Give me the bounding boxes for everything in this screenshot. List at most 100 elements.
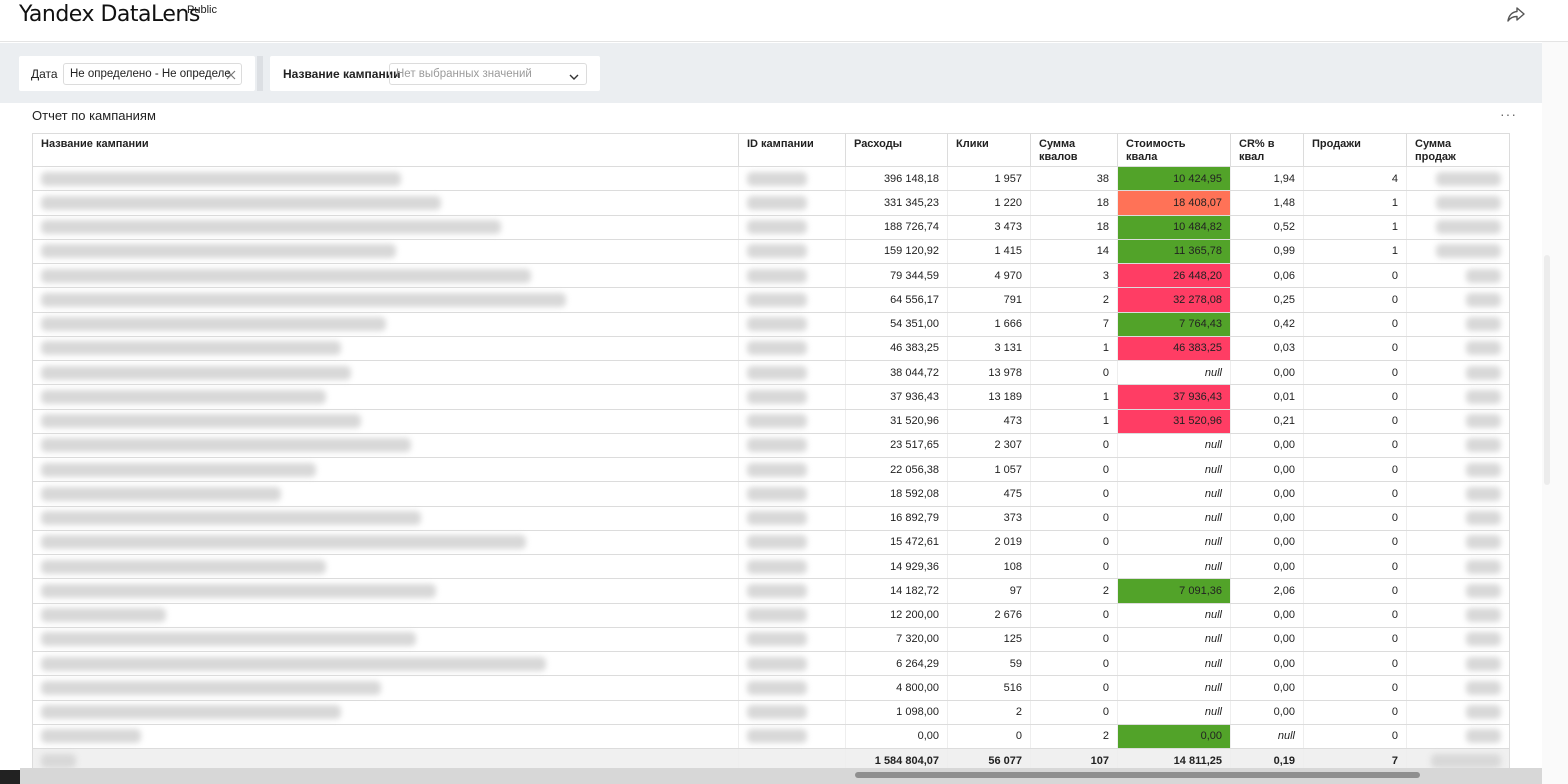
table-row[interactable]: 64 556,17 791 2 32 278,08 0,25 0 (32, 287, 1510, 313)
cell-sales: 0 (1303, 700, 1407, 725)
col-header-cr[interactable]: CR% в квал (1230, 133, 1304, 167)
cell-spend: 38 044,72 (845, 360, 948, 386)
cell-clicks: 1 957 (947, 166, 1031, 192)
redacted-text (1436, 244, 1501, 259)
cell-sales: 0 (1303, 530, 1407, 556)
table-row[interactable]: 31 520,96 473 1 31 520,96 0,21 0 (32, 409, 1510, 434)
horizontal-scrollbar-thumb[interactable] (855, 772, 1420, 778)
campaign-filter: Название кампании Нет выбранных значений (270, 56, 600, 91)
col-header-cost-per-qual[interactable]: Стоимость квала (1117, 133, 1231, 167)
col-header-sales-sum[interactable]: Сумма продаж (1406, 133, 1510, 167)
redacted-text (41, 535, 526, 550)
cell-sales-sum (1406, 578, 1510, 604)
cell-clicks: 97 (947, 578, 1031, 604)
widget-menu-icon[interactable]: ··· (1500, 106, 1517, 122)
redacted-text (747, 583, 807, 598)
table-row[interactable]: 7 320,00 125 0 null 0,00 0 (32, 627, 1510, 653)
table-row[interactable]: 23 517,65 2 307 0 null 0,00 0 (32, 433, 1510, 459)
redacted-text (41, 632, 416, 647)
cell-quals: 1 (1030, 336, 1118, 362)
table-row[interactable]: 331 345,23 1 220 18 18 408,07 1,48 1 (32, 190, 1510, 216)
col-header-campaign-name[interactable]: Название кампании (32, 133, 739, 167)
table-row[interactable]: 54 351,00 1 666 7 7 764,43 0,42 0 (32, 312, 1510, 337)
cell-cost-per-qual: 7 091,36 (1117, 578, 1231, 604)
redacted-text (41, 220, 501, 235)
app-logo[interactable]: Yandex DataLens (19, 2, 200, 27)
cell-campaign-id (738, 724, 846, 750)
cell-spend: 1 098,00 (845, 700, 948, 725)
col-header-clicks[interactable]: Клики (947, 133, 1031, 167)
redacted-text (747, 220, 807, 235)
date-range-input[interactable]: Не определено - Не определе (63, 63, 242, 85)
cell-cost-per-qual: 31 520,96 (1117, 409, 1231, 434)
cell-sales-sum (1406, 409, 1510, 434)
cell-quals: 0 (1030, 651, 1118, 677)
cell-clicks: 2 (947, 700, 1031, 725)
cell-cost-per-qual: 26 448,20 (1117, 263, 1231, 289)
table-row[interactable]: 38 044,72 13 978 0 null 0,00 0 (32, 360, 1510, 386)
cell-sales: 1 (1303, 190, 1407, 216)
table-row[interactable]: 18 592,08 475 0 null 0,00 0 (32, 481, 1510, 507)
cell-sales-sum (1406, 384, 1510, 410)
cell-cost-per-qual: 32 278,08 (1117, 287, 1231, 313)
table-row[interactable]: 188 726,74 3 473 18 10 484,82 0,52 1 (32, 215, 1510, 240)
clear-date-icon[interactable] (225, 68, 237, 80)
table-row[interactable]: 6 264,29 59 0 null 0,00 0 (32, 651, 1510, 677)
cell-cost-per-qual: null (1117, 530, 1231, 556)
vertical-scrollbar[interactable] (1544, 255, 1550, 485)
cell-sales-sum (1406, 651, 1510, 677)
table-row[interactable]: 1 098,00 2 0 null 0,00 0 (32, 700, 1510, 725)
redacted-text (1466, 511, 1501, 526)
table-row[interactable]: 16 892,79 373 0 null 0,00 0 (32, 506, 1510, 531)
table-row[interactable]: 37 936,43 13 189 1 37 936,43 0,01 0 (32, 384, 1510, 410)
col-header-sales[interactable]: Продажи (1303, 133, 1407, 167)
col-header-quals[interactable]: Сумма квалов (1030, 133, 1118, 167)
cell-cr: 0,00 (1230, 530, 1304, 556)
table-row[interactable]: 396 148,18 1 957 38 10 424,95 1,94 4 (32, 166, 1510, 192)
redacted-text (41, 438, 411, 453)
cell-spend: 54 351,00 (845, 312, 948, 337)
cell-spend: 16 892,79 (845, 506, 948, 531)
table-row[interactable]: 22 056,38 1 057 0 null 0,00 0 (32, 457, 1510, 483)
redacted-text (1466, 583, 1501, 598)
cell-campaign-id (738, 360, 846, 386)
cell-clicks: 373 (947, 506, 1031, 531)
table-row[interactable]: 12 200,00 2 676 0 null 0,00 0 (32, 603, 1510, 628)
share-icon[interactable] (1505, 4, 1527, 24)
redacted-text (747, 559, 807, 574)
cell-cost-per-qual: null (1117, 481, 1231, 507)
cell-cr: 0,03 (1230, 336, 1304, 362)
cell-sales: 0 (1303, 724, 1407, 750)
cell-sales: 0 (1303, 336, 1407, 362)
cell-cost-per-qual: 10 424,95 (1117, 166, 1231, 192)
cell-campaign-name (32, 239, 739, 265)
col-header-campaign-id[interactable]: ID кампании (738, 133, 846, 167)
table-row[interactable]: 4 800,00 516 0 null 0,00 0 (32, 675, 1510, 701)
cell-cr: 0,52 (1230, 215, 1304, 240)
table-row[interactable]: 14 182,72 97 2 7 091,36 2,06 0 (32, 578, 1510, 604)
table-row[interactable]: 15 472,61 2 019 0 null 0,00 0 (32, 530, 1510, 556)
redacted-text (1466, 632, 1501, 647)
cell-campaign-id (738, 627, 846, 653)
table-row[interactable]: 46 383,25 3 131 1 46 383,25 0,03 0 (32, 336, 1510, 362)
cell-cr: 0,99 (1230, 239, 1304, 265)
cell-spend: 31 520,96 (845, 409, 948, 434)
cell-campaign-name (32, 360, 739, 386)
cell-cost-per-qual: 18 408,07 (1117, 190, 1231, 216)
cell-quals: 0 (1030, 675, 1118, 701)
cell-campaign-name (32, 457, 739, 483)
cell-quals: 0 (1030, 481, 1118, 507)
cell-sales-sum (1406, 724, 1510, 750)
cell-campaign-id (738, 578, 846, 604)
campaign-select[interactable]: Нет выбранных значений (389, 63, 587, 85)
table-row[interactable]: 0,00 0 2 0,00 null 0 (32, 724, 1510, 750)
redacted-text (41, 753, 76, 768)
table-row[interactable]: 159 120,92 1 415 14 11 365,78 0,99 1 (32, 239, 1510, 265)
public-badge: Public (187, 4, 217, 16)
cell-cost-per-qual: null (1117, 360, 1231, 386)
table-row[interactable]: 14 929,36 108 0 null 0,00 0 (32, 554, 1510, 580)
col-header-spend[interactable]: Расходы (845, 133, 948, 167)
cell-sales-sum (1406, 530, 1510, 556)
table-row[interactable]: 79 344,59 4 970 3 26 448,20 0,06 0 (32, 263, 1510, 289)
redacted-text (41, 583, 436, 598)
